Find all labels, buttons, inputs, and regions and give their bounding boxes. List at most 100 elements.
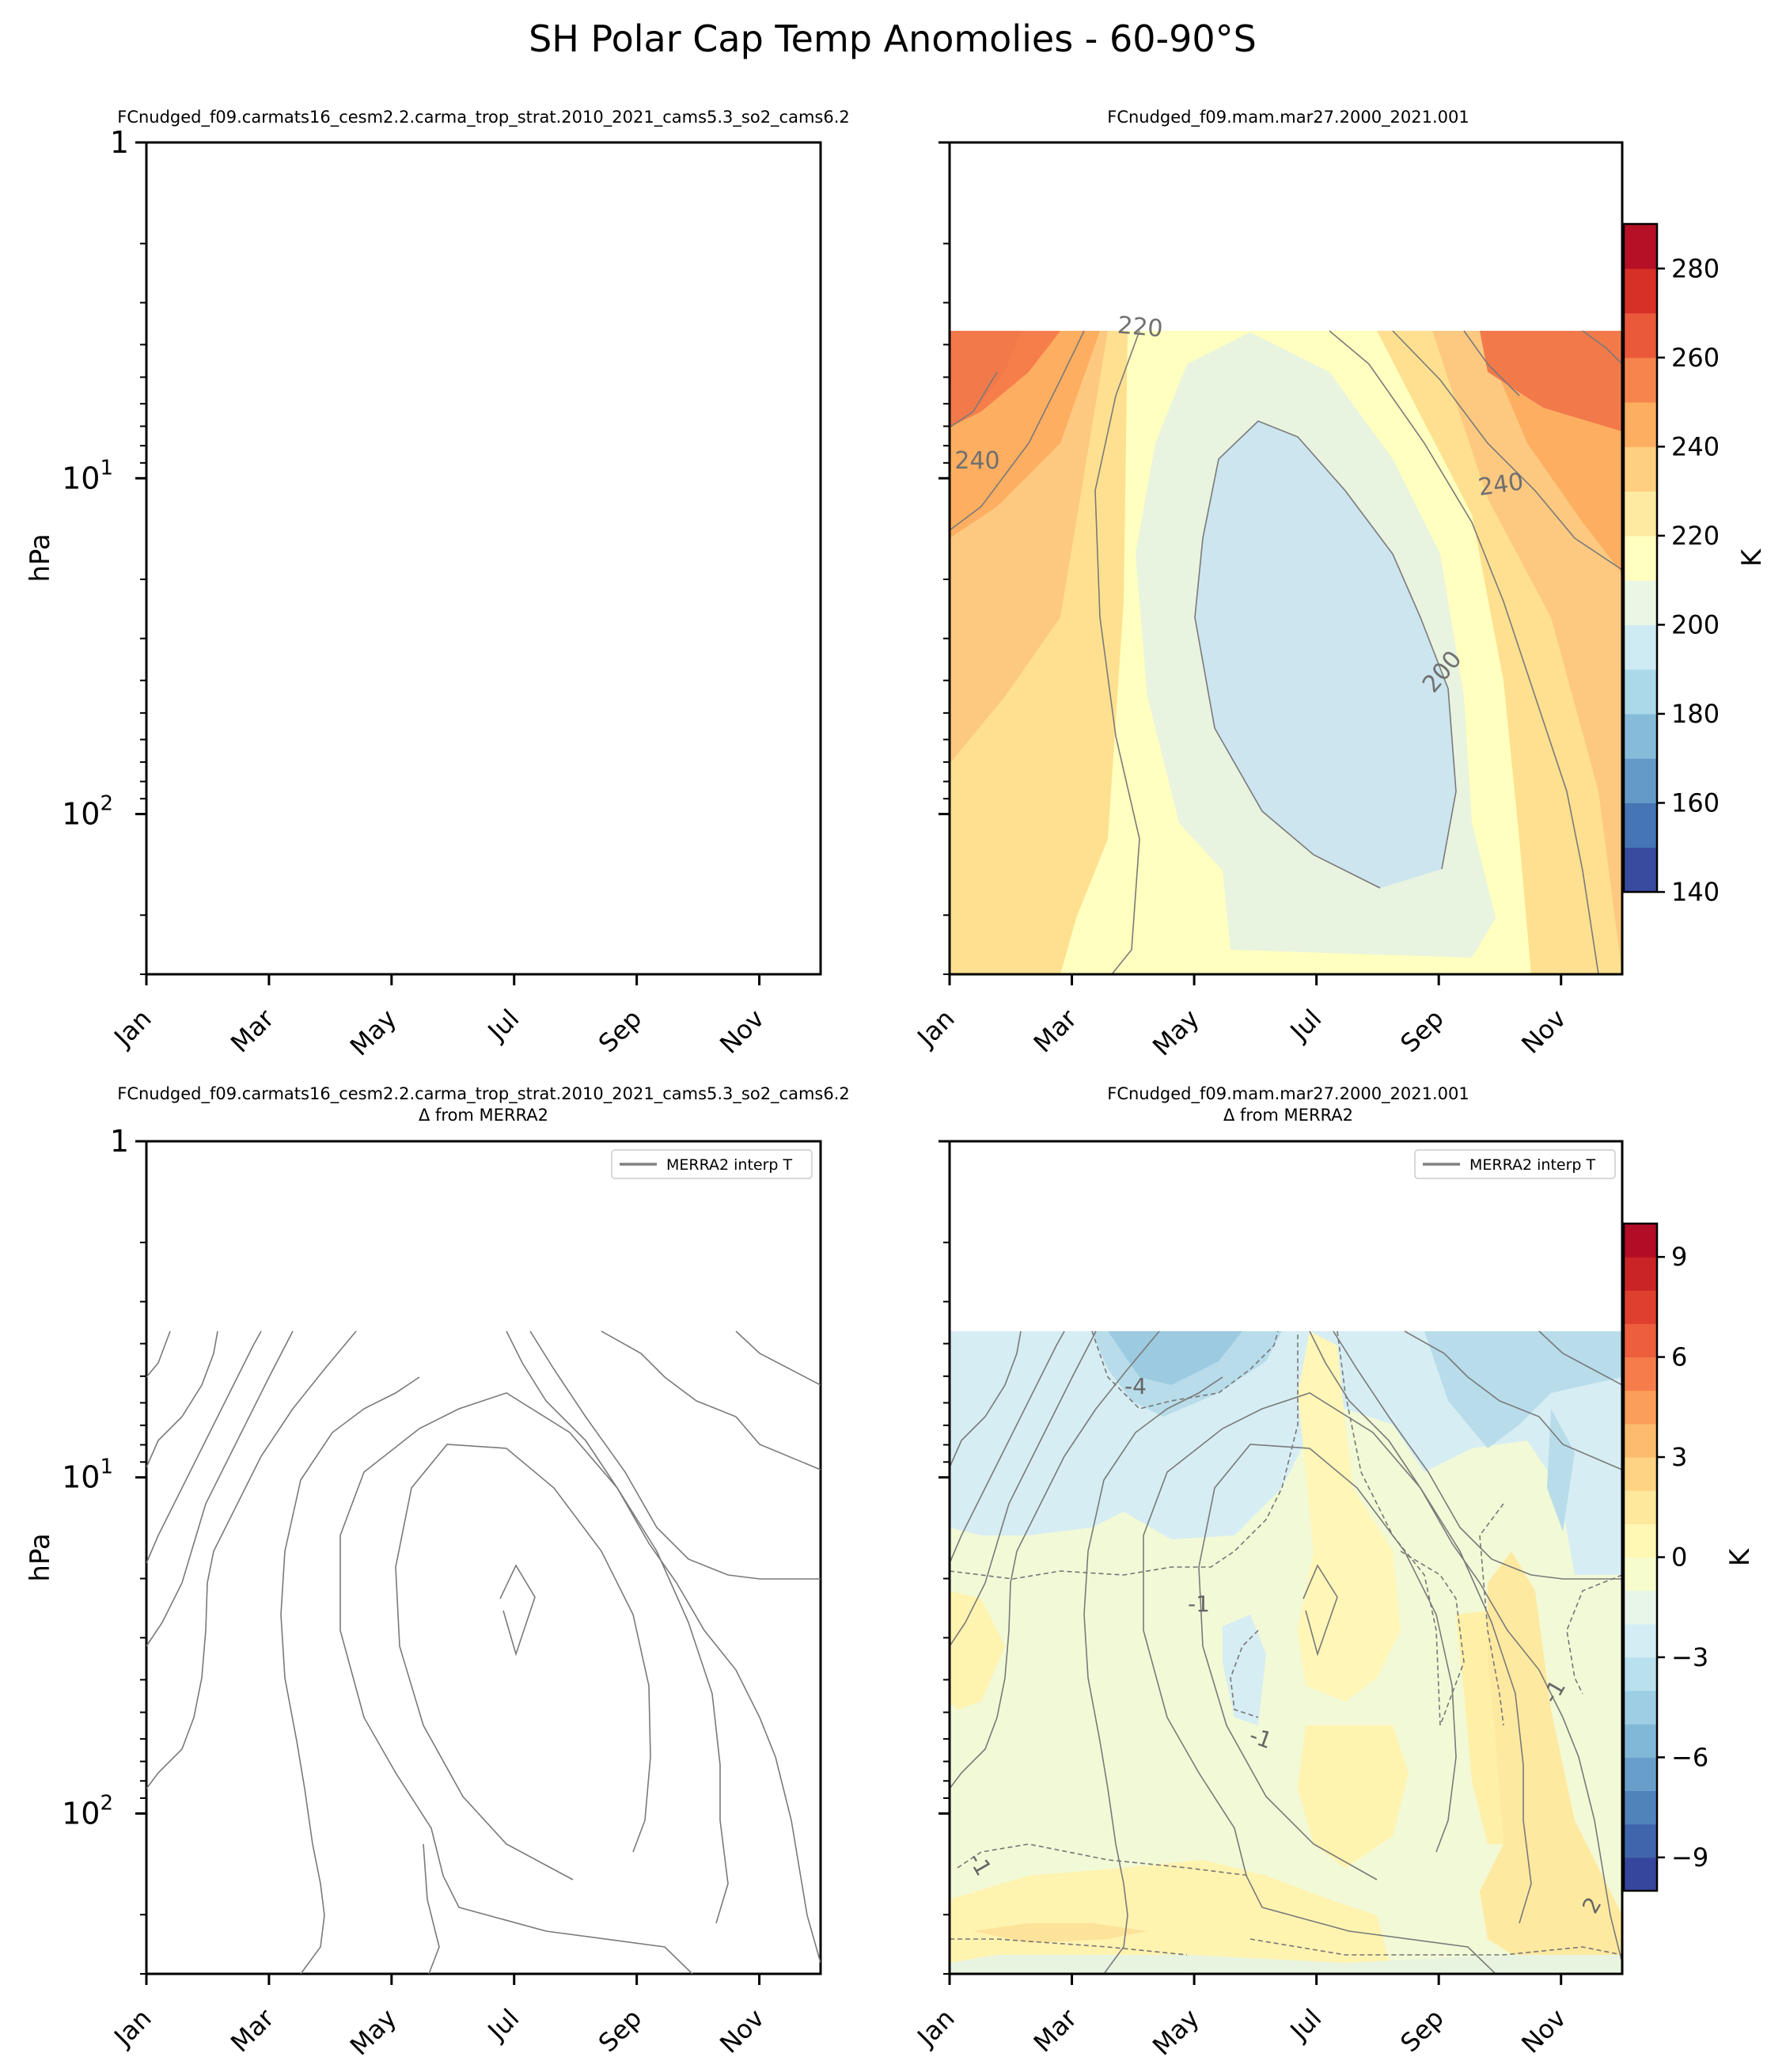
panel-title: FCnudged_f09.mam.mar27.2000_2021.001 — [1107, 108, 1469, 127]
contour-line — [529, 1330, 821, 1580]
contour-line — [146, 1330, 171, 1378]
colorbar-swatch — [1624, 535, 1657, 581]
colorbar-tick-label: 240 — [1671, 431, 1720, 461]
colorbar-tick-label: −9 — [1671, 1842, 1708, 1873]
x-tick-label: Jan — [107, 2003, 157, 2053]
colorbar-swatch — [1624, 224, 1657, 269]
colorbar-swatch — [1624, 1857, 1657, 1892]
y-tick-base: 1 — [110, 1124, 129, 1159]
contour-line — [506, 1330, 821, 1964]
panel-title: FCnudged_f09.carmats16_cesm2.2.carma_tro… — [117, 108, 850, 127]
plot-area — [145, 141, 822, 976]
x-tick-label: Nov — [1515, 2003, 1572, 2059]
x-tick-label: Jul — [481, 1004, 525, 1048]
panel-top-left: FCnudged_f09.carmats16_cesm2.2.carma_tro… — [25, 108, 850, 1061]
contour-line — [1194, 420, 1457, 889]
contour-line — [950, 330, 1085, 531]
x-tick-label: Sep — [1394, 1004, 1450, 1059]
contour-line — [950, 1330, 1097, 1647]
colorbar-tick-label: 260 — [1671, 343, 1720, 373]
panel-top-right: FCnudged_f09.mam.mar27.2000_2021.001 220… — [910, 108, 1768, 1061]
y-tick-exp: 2 — [100, 1791, 113, 1815]
x-tick-label: May — [1147, 2003, 1205, 2062]
panel-title: FCnudged_f09.mam.mar27.2000_2021.001 — [1107, 1084, 1469, 1104]
y-tick-base: 10 — [62, 461, 100, 495]
colorbar-swatch — [1624, 624, 1657, 670]
suptitle: SH Polar Cap Temp Anomolies - 60-90°S — [529, 17, 1257, 60]
colorbar-swatch — [1624, 357, 1657, 403]
band-green-bottom — [950, 1955, 1622, 1974]
band-yellow-center — [1298, 1331, 1401, 1702]
contour-line — [146, 1330, 294, 1647]
colorbar-swatch — [1624, 1457, 1657, 1491]
y-axis-label: hPa — [25, 533, 56, 582]
contour-line — [1329, 330, 1599, 973]
colorbar-tick-label: 0 — [1671, 1543, 1687, 1573]
y-axis — [939, 141, 950, 975]
y-tick-label: 1 — [110, 1124, 129, 1159]
contour-line — [950, 1330, 1022, 1468]
colorbar-tick-label: −3 — [1671, 1642, 1708, 1672]
contour-line — [146, 1330, 262, 1564]
dashed-contour — [1230, 1630, 1259, 1718]
contour-line — [601, 1330, 821, 1471]
contour-line — [950, 1330, 1160, 1789]
colorbar-swatch — [1624, 1623, 1657, 1658]
band-blue-small — [1547, 1409, 1575, 1531]
colorbar-tick-label: 180 — [1671, 699, 1720, 729]
y-tick-base: 10 — [62, 1796, 100, 1831]
contour-line — [1404, 1330, 1622, 1471]
y-axis — [939, 1140, 950, 1975]
plot-area — [948, 1140, 1624, 1975]
legend: MERRA2 interp T — [611, 1149, 813, 1179]
contour-lines — [950, 330, 1622, 973]
band-blue-right — [1424, 1331, 1622, 1448]
panel-title: FCnudged_f09.carmats16_cesm2.2.carma_tro… — [117, 1084, 850, 1104]
colorbar-swatch — [1624, 1823, 1657, 1858]
y-tick-exp: 1 — [100, 456, 113, 480]
legend-frame — [1414, 1149, 1616, 1179]
contour-label: -4 — [1124, 1373, 1147, 1399]
y-axis-label: hPa — [25, 1533, 56, 1581]
band-dark-orange-tr — [1480, 331, 1622, 431]
x-tick-label: Nov — [714, 2003, 770, 2059]
contour-line — [1309, 1330, 1622, 1964]
x-tick-label: Sep — [593, 1004, 648, 1059]
x-tick-label: May — [344, 2003, 403, 2062]
contour-label: -1 — [1188, 1591, 1210, 1617]
colorbar-swatch — [1624, 713, 1657, 759]
colorbar-tick-label: −6 — [1671, 1742, 1708, 1772]
colorbar-swatch — [1624, 580, 1657, 625]
x-tick-label: Sep — [593, 2003, 648, 2059]
x-tick-label: Jan — [107, 1004, 157, 1053]
x-tick-label: Jul — [1284, 1004, 1328, 1048]
panel-bottom-right: FCnudged_f09.mam.mar27.2000_2021.001 Δ f… — [910, 1084, 1756, 2061]
colorbar-swatch — [1624, 1590, 1657, 1625]
contour-line — [423, 1843, 440, 1974]
legend-label: MERRA2 interp T — [1469, 1156, 1596, 1174]
y-tick-label: 101 — [62, 456, 113, 495]
contour-line — [395, 1444, 651, 1880]
band-yellow-right2 — [1480, 1551, 1622, 1974]
x-tick-label: May — [1147, 1004, 1205, 1062]
colorbar-swatch — [1624, 847, 1657, 893]
x-tick-label: Mar — [1028, 2002, 1083, 2058]
colorbar-swatch — [1624, 669, 1657, 715]
dashed-contour — [1337, 1330, 1441, 1726]
colorbar-tick-label: 6 — [1671, 1342, 1687, 1372]
x-tick-label: Nov — [714, 1004, 770, 1060]
y-tick-base: 10 — [62, 797, 100, 832]
y-tick-base: 1 — [110, 125, 129, 160]
colorbar-swatch — [1624, 1557, 1657, 1592]
band-yellow-lower — [1298, 1725, 1409, 1868]
dashed-contour — [950, 1331, 1299, 1580]
x-axis: Jan Mar May Jul Sep Nov — [107, 974, 770, 1061]
colorbar-swatch — [1624, 1224, 1657, 1258]
dashed-contour — [1400, 1550, 1465, 1726]
y-tick-label: 102 — [62, 1791, 113, 1831]
colorbar-swatch — [1624, 446, 1657, 492]
colorbar-swatch — [1624, 1390, 1657, 1425]
colorbar-tick-label: 140 — [1671, 877, 1720, 907]
band-dark-orange-tl — [950, 331, 1021, 427]
x-tick-label: Nov — [1515, 1004, 1572, 1060]
